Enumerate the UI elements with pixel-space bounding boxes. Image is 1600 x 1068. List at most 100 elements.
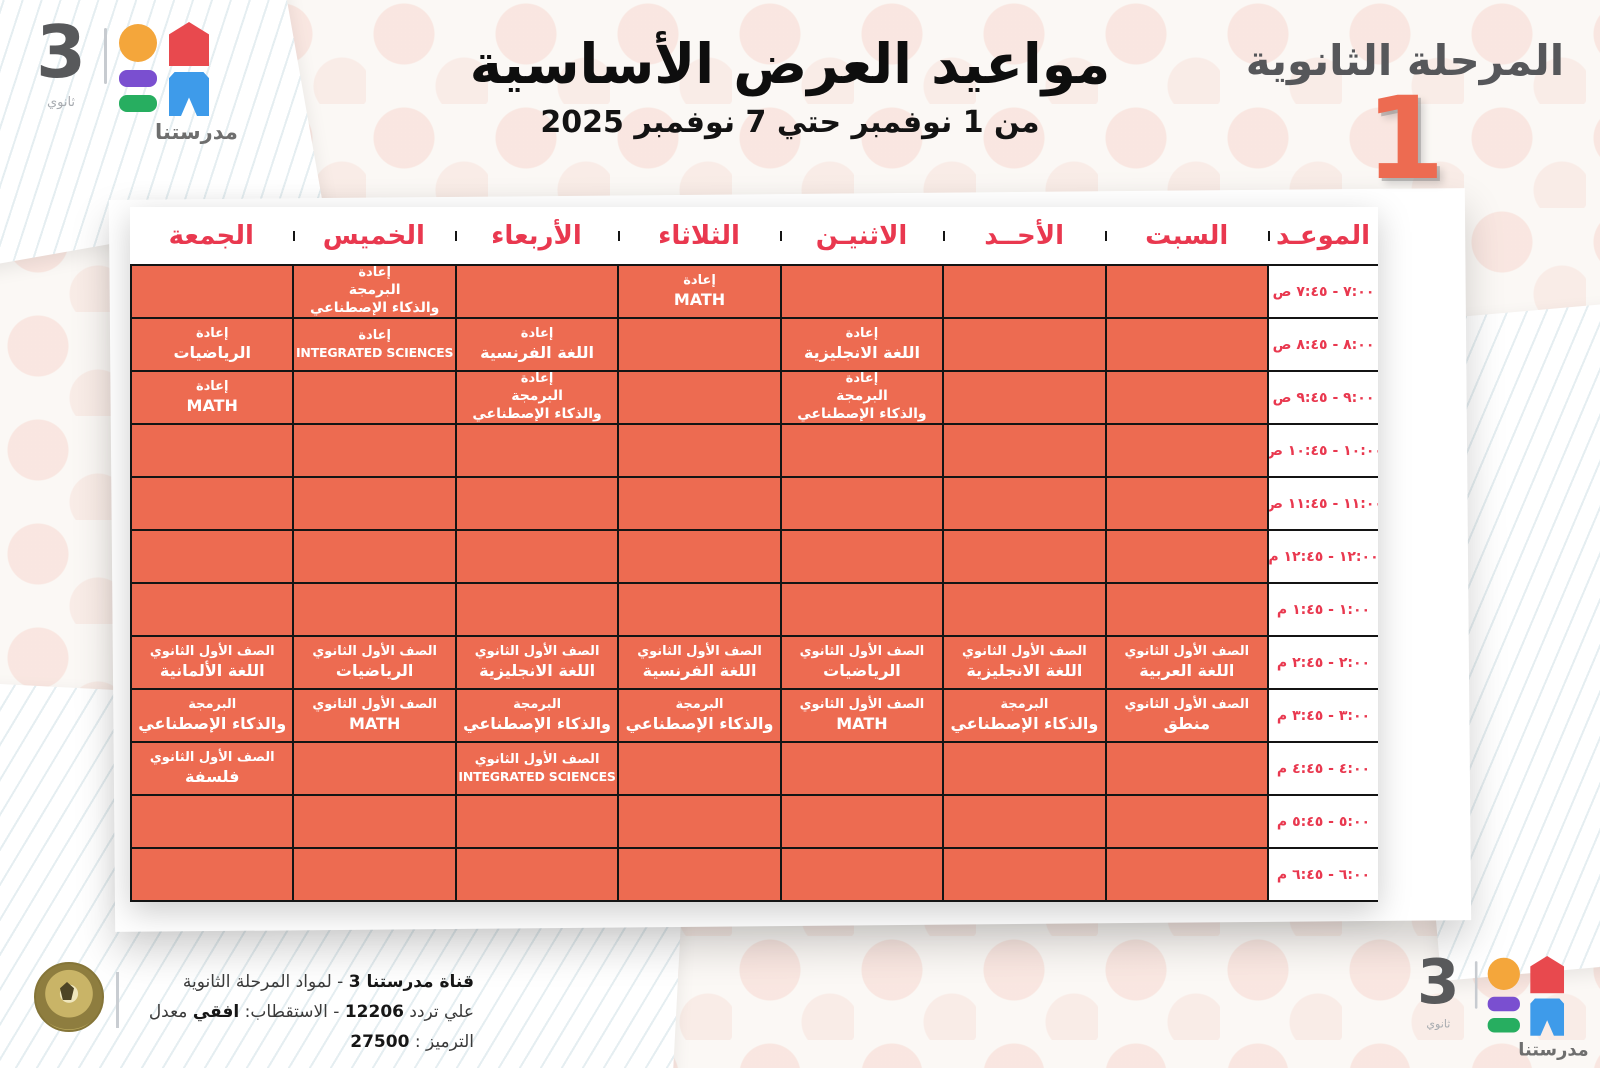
schedule-cell bbox=[455, 477, 619, 530]
time-slot-cell: ٢:٠٠ - ٢:٤٥ م bbox=[1268, 636, 1378, 689]
schedule-cell: إعادة MATH bbox=[131, 371, 294, 424]
channel-logo-top: 3 ثانوي مدرستنا bbox=[30, 16, 238, 144]
footer-channel-line: قناة مدرستنا 3 - لمواد المرحلة الثانوية bbox=[134, 968, 474, 998]
footer-channel-name: قناة مدرستنا 3 bbox=[348, 972, 474, 992]
cell-text-line: اللغة الانجليزية bbox=[803, 342, 920, 362]
schedule-cell bbox=[1105, 848, 1268, 901]
schedule-cell bbox=[455, 424, 619, 477]
schedule-cell bbox=[131, 583, 294, 636]
channel-logo-bottom: 3 ثانوي مدرستنا bbox=[1412, 951, 1589, 1060]
column-header: الجمعة bbox=[168, 220, 254, 251]
footer-polar-label: - الاستقطاب: bbox=[239, 1001, 345, 1022]
cell-text-line: إعادة bbox=[845, 325, 879, 341]
logo-book-icon bbox=[169, 72, 209, 116]
brand-name: مدرستنا bbox=[1518, 1039, 1589, 1060]
cell-text-line: منطق bbox=[1163, 713, 1211, 733]
cell-text-line: الرياضيات bbox=[173, 342, 251, 362]
schedule-cell: الصف الأول الثانوي MATH bbox=[780, 689, 944, 742]
cell-text-line: البرمجة bbox=[836, 387, 888, 404]
schedule-cell: البرمجة والذكاء الإصطناعي bbox=[943, 689, 1106, 742]
schedule-cell bbox=[293, 795, 456, 848]
cell-text-line: إعادة bbox=[195, 325, 229, 341]
cell-text-line: الرياضيات bbox=[335, 660, 414, 680]
schedule-cell bbox=[780, 477, 944, 530]
cell-text-line: إعادة bbox=[358, 265, 391, 281]
madrasetna-logo-icon: مدرستنا bbox=[1487, 956, 1589, 1060]
cell-text-line: البرمجة bbox=[513, 696, 562, 712]
cell-text-line: إعادة bbox=[520, 325, 554, 341]
schedule-cell bbox=[1105, 742, 1268, 795]
ministry-emblem-logo bbox=[34, 962, 104, 1032]
footer-freq-label: علي تردد bbox=[403, 1001, 474, 1022]
schedule-cell bbox=[293, 848, 456, 901]
logo-bar-icon bbox=[119, 95, 157, 112]
schedule-cell bbox=[943, 371, 1106, 424]
channel-level-label: ثانوي bbox=[46, 95, 76, 111]
schedule-cell: الصف الأول الثانوي اللغة الفرنسية bbox=[618, 636, 781, 689]
schedule-cell: إعادة البرمجة والذكاء الإصطناعي bbox=[455, 371, 619, 424]
schedule-cell: الصف الأول الثانوي فلسفة bbox=[131, 742, 294, 795]
cell-text-line: الصف الأول الثانوي bbox=[474, 643, 600, 659]
schedule-cell: إعادة البرمجة والذكاء الإصطناعي bbox=[293, 265, 456, 318]
schedule-cell bbox=[1105, 318, 1268, 371]
footer-divider bbox=[116, 972, 119, 1028]
logo-circle-icon bbox=[1487, 957, 1520, 990]
logo-bar-icon bbox=[1487, 1018, 1520, 1033]
cell-text-line: الصف الأول الثانوي bbox=[799, 643, 925, 659]
schedule-cell: الصف الأول الثانوي MATH bbox=[293, 689, 456, 742]
schedule-cell bbox=[131, 265, 294, 318]
schedule-cell bbox=[618, 318, 781, 371]
column-header: الأحــد bbox=[942, 221, 1106, 251]
cell-text-line: والذكاء الإصطناعي bbox=[309, 299, 440, 316]
schedule-cell bbox=[1105, 795, 1268, 848]
cell-text-line: البرمجة bbox=[348, 281, 401, 298]
schedule-cell bbox=[943, 742, 1106, 795]
channel-level-label: ثانوي bbox=[1426, 1018, 1451, 1031]
schedule-cell: الصف الأول الثانوي اللغة العربية bbox=[1105, 636, 1268, 689]
footer-channel-desc: - لمواد المرحلة الثانوية bbox=[182, 972, 349, 992]
schedule-cell bbox=[943, 848, 1106, 901]
schedule-cell: الصف الأول الثانوي اللغة الألمانية bbox=[131, 636, 294, 689]
time-slot-cell: ٩:٠٠ - ٩:٤٥ ص bbox=[1268, 371, 1378, 424]
column-header: الاثنيـن bbox=[780, 221, 943, 251]
cell-text-line: الصف الأول الثانوي bbox=[149, 643, 275, 659]
madrasetna-logo-icon: مدرستنا bbox=[119, 22, 238, 144]
time-slot-cell: ٦:٠٠ - ٦:٤٥ م bbox=[1268, 848, 1378, 901]
footer-polar-value: افقي bbox=[192, 1001, 240, 1022]
schedule-cell bbox=[455, 530, 619, 583]
cell-text-line: البرمجة bbox=[675, 696, 724, 712]
cell-text-line: الصف الأول الثانوي bbox=[637, 643, 762, 659]
cell-text-line: البرمجة bbox=[1000, 696, 1049, 712]
time-slot-cell: ٤:٠٠ - ٤:٤٥ م bbox=[1268, 742, 1378, 795]
time-slot-cell: ١١:٠٠ - ١١:٤٥ ص bbox=[1268, 477, 1378, 530]
schedule-cell bbox=[131, 477, 294, 530]
time-slot-cell: ٣:٠٠ - ٣:٤٥ م bbox=[1268, 689, 1378, 742]
logo-bar-icon bbox=[1487, 996, 1520, 1012]
schedule-cell bbox=[618, 795, 781, 848]
cell-text-line: اللغة الفرنسية bbox=[480, 342, 594, 362]
schedule-cell bbox=[780, 795, 944, 848]
cell-text-line: الصف الأول الثانوي bbox=[149, 749, 275, 765]
schedule-cell bbox=[618, 371, 781, 424]
schedule-cell bbox=[1105, 424, 1268, 477]
schedule-cell: الصف الأول الثانوي الرياضيات bbox=[780, 636, 944, 689]
cell-text-line: والذكاء الإصطناعي bbox=[797, 405, 927, 422]
schedule-cell: الصف الأول الثانوي الرياضيات bbox=[293, 636, 456, 689]
schedule-cell bbox=[780, 424, 944, 477]
schedule-cell: إعادة الرياضيات bbox=[131, 318, 294, 371]
cell-text-line: الصف الأول الثانوي bbox=[474, 752, 600, 768]
schedule-cell bbox=[943, 583, 1106, 636]
schedule-cell: البرمجة والذكاء الإصطناعي bbox=[618, 689, 781, 742]
logo-house-icon bbox=[169, 22, 209, 66]
brand-name: مدرستنا bbox=[155, 120, 238, 144]
schedule-cell bbox=[293, 583, 456, 636]
page-title: مواعيد العرض الأساسية bbox=[469, 32, 1111, 96]
footer-info: قناة مدرستنا 3 - لمواد المرحلة الثانوية … bbox=[134, 968, 474, 1057]
cell-text-line: إعادة bbox=[845, 371, 879, 387]
schedule-cell bbox=[1105, 583, 1268, 636]
column-header: السبت bbox=[1105, 221, 1268, 251]
schedule-header: الموعـد السبت الأحــد الاثنيـن الثلاثاء الأرب… bbox=[130, 207, 1378, 264]
schedule-cell: إعادة اللغة الانجليزية bbox=[780, 318, 944, 371]
schedule-cell bbox=[943, 424, 1106, 477]
schedule-cell bbox=[618, 848, 781, 901]
